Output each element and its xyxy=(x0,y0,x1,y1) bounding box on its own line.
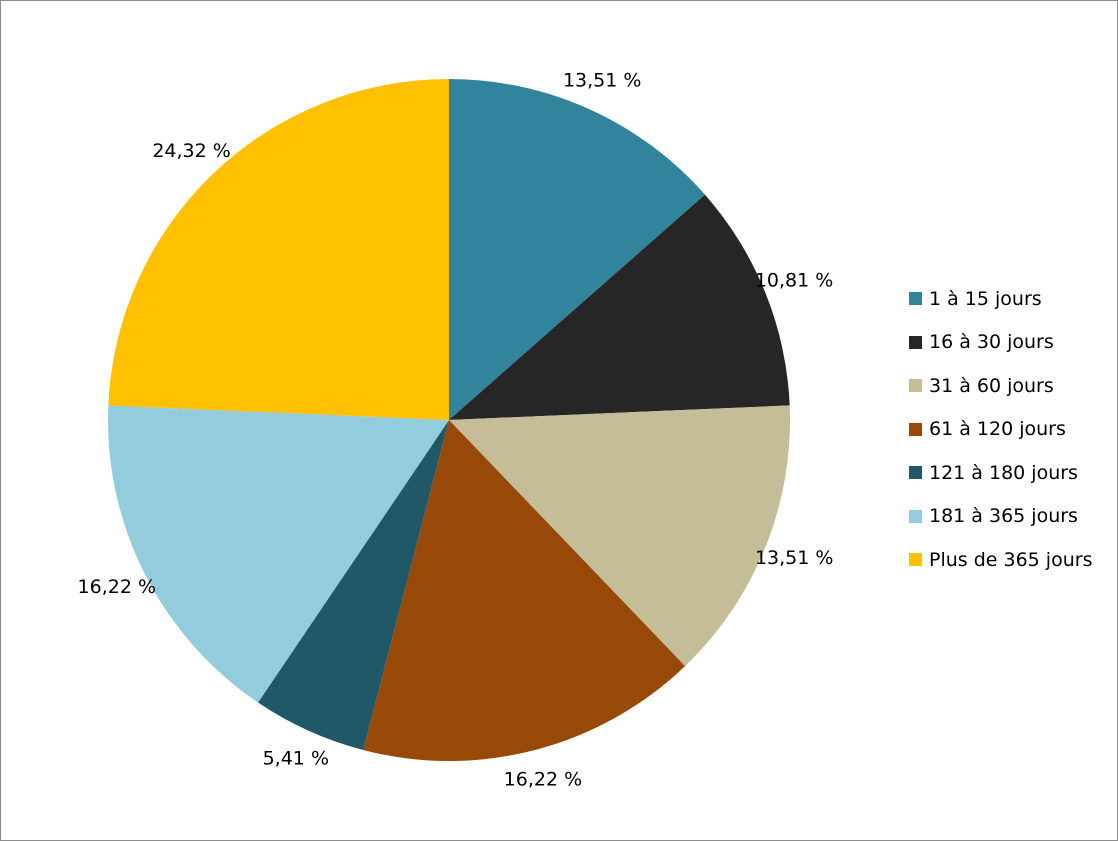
legend-item-16-30-jours: 16 à 30 jours xyxy=(909,321,1092,365)
legend-item-121-180-jours: 121 à 180 jours xyxy=(909,451,1092,495)
pie-slice-1-a-15-jours xyxy=(449,79,705,420)
data-label-181-a-365-jours: 16,22 % xyxy=(78,576,157,598)
legend-item-181-365-jours: 181 à 365 jours xyxy=(909,495,1092,539)
legend-label: 16 à 30 jours xyxy=(929,331,1054,354)
legend-item-61-120-jours: 61 à 120 jours xyxy=(909,408,1092,452)
legend-label: 61 à 120 jours xyxy=(929,418,1066,441)
legend-label: 31 à 60 jours xyxy=(929,374,1054,397)
pie-slice-61-a-120-jours xyxy=(363,420,686,762)
legend-swatch xyxy=(909,422,922,436)
legend-label: 181 à 365 jours xyxy=(929,505,1078,528)
data-label-16-a-30-jours: 10,81 % xyxy=(755,270,834,292)
legend-item-31-60-jours: 31 à 60 jours xyxy=(909,364,1092,408)
legend-item-plus-de-365-jours: Plus de 365 jours xyxy=(909,538,1092,582)
data-label-plus-de-365-jours: 24,32 % xyxy=(152,140,231,162)
legend: 1 à 15 jours 16 à 30 jours 31 à 60 jours… xyxy=(909,277,1092,582)
pie-slice-121-a-180-jours xyxy=(258,420,449,751)
legend-swatch xyxy=(909,379,922,393)
data-label-1-a-15-jours: 13,51 % xyxy=(563,70,642,92)
legend-item-1-15-jours: 1 à 15 jours xyxy=(909,277,1092,321)
legend-swatch xyxy=(909,466,922,480)
data-label-121-a-180-jours: 5,41 % xyxy=(263,748,329,770)
pie-slice-16-a-30-jours xyxy=(449,194,790,420)
data-label-31-a-60-jours: 13,51 % xyxy=(755,547,834,569)
legend-label: 121 à 180 jours xyxy=(929,461,1078,484)
legend-swatch xyxy=(909,553,922,567)
pie-slice-plus-de-365-jours xyxy=(108,79,449,420)
legend-label: 1 à 15 jours xyxy=(929,287,1042,310)
pie-slices xyxy=(107,79,791,762)
legend-swatch xyxy=(909,509,922,523)
legend-swatch xyxy=(909,292,922,306)
pie-slice-31-a-60-jours xyxy=(449,405,791,667)
pie-data-labels: 13,51 % 10,81 % 13,51 % 16,22 % 5,41 % 16,22 … xyxy=(78,70,834,791)
legend-label: Plus de 365 jours xyxy=(929,548,1093,571)
legend-swatch xyxy=(909,335,922,349)
pie-slice-181-a-365-jours xyxy=(107,405,449,703)
data-label-61-a-120-jours: 16,22 % xyxy=(504,769,583,791)
